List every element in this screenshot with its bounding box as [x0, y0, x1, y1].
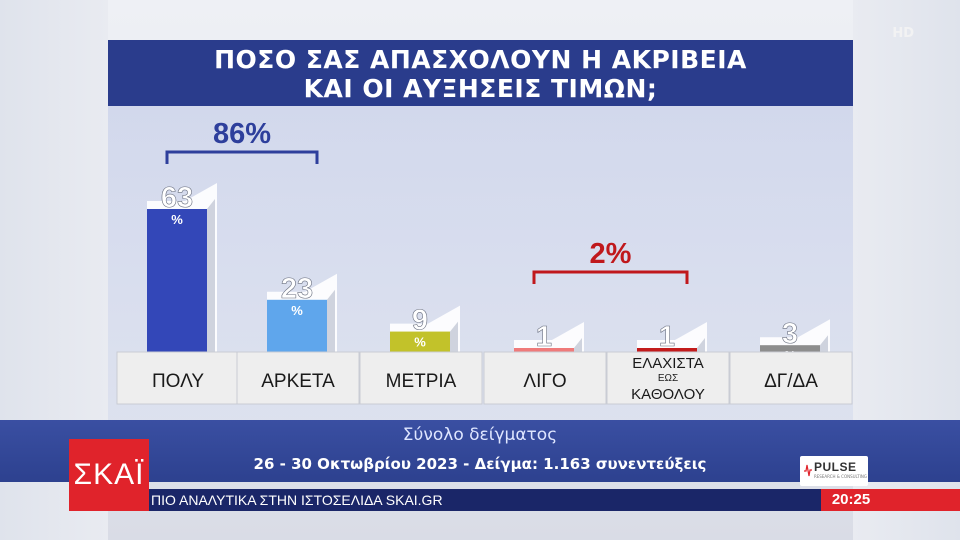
category-box [236, 351, 360, 405]
bar-side [450, 321, 458, 352]
group-total-label: 2% [590, 238, 632, 270]
category-label: ΠΟΛΥ [152, 371, 204, 392]
category-box [483, 351, 607, 405]
pollster-tagline: RESEARCH & CONSULTING [814, 474, 867, 479]
news-ticker: ΠΙΟ ΑΝΑΛΥΤΙΚΑ ΣΤΗΝ ΙΣΤΟΣΕΛΙΔΑ SKAI.GR [149, 489, 821, 511]
value-label: 23 [281, 273, 313, 305]
unit-label: % [414, 335, 426, 350]
category-label: ΚΑΘΟΛΟΥ [631, 386, 705, 403]
category-label: ΕΩΣ [658, 373, 678, 384]
bar [390, 331, 450, 352]
group-bracket [165, 150, 319, 164]
category-label: ΔΓ/ΔΑ [764, 371, 818, 392]
category-box [359, 351, 483, 405]
bar [514, 348, 574, 352]
category-label: ΜΕΤΡΙΑ [386, 371, 457, 392]
bar-side [820, 335, 828, 352]
footer-sample-info: 26 - 30 Οκτωβρίου 2023 - Δείγμα: 1.163 σ… [253, 455, 707, 473]
bar-side [697, 338, 705, 352]
category-label: ΛΙΓΟ [523, 371, 566, 392]
footer-subtitle: Σύνολο δείγματος [402, 425, 558, 445]
pulse-wave-icon [804, 464, 812, 477]
value-label: 9 [412, 305, 428, 337]
group-bracket [532, 270, 689, 284]
bar-side [327, 289, 335, 352]
bar-side [574, 338, 582, 352]
bar-side [207, 199, 215, 352]
hd-badge: HD [892, 26, 914, 41]
value-label: 1 [536, 321, 552, 353]
value-label: 63 [161, 182, 193, 214]
value-label: 3 [782, 318, 798, 350]
value-label: 1 [659, 321, 675, 353]
bar [760, 345, 820, 352]
channel-logo: ΣΚΑΪ [69, 439, 149, 511]
title-line-2: ΚΑΙ ΟΙ ΑΥΞΗΣΕΙΣ ΤΙΜΩΝ; [303, 74, 658, 103]
clock-bar-extension [881, 489, 960, 511]
bar-backdrop [637, 322, 707, 352]
category-label: ΑΡΚΕΤΑ [261, 371, 335, 392]
category-box [606, 351, 730, 405]
unit-label: % [291, 303, 303, 318]
bar-backdrop [514, 322, 584, 352]
group-total-label: 86% [213, 118, 271, 150]
title-line-1: ΠΟΣΟ ΣΑΣ ΑΠΑΣΧΟΛΟΥΝ Η ΑΚΡΙΒΕΙΑ [214, 45, 747, 74]
category-box [116, 351, 240, 405]
bar [637, 348, 697, 352]
bar [267, 299, 327, 352]
category-label: ΕΛΑΧΙΣΤΑ [632, 355, 704, 372]
unit-label: % [171, 212, 183, 227]
bar-backdrop [760, 319, 830, 352]
chart-title: ΠΟΣΟ ΣΑΣ ΑΠΑΣΧΟΛΟΥΝ Η ΑΚΡΙΒΕΙΑ ΚΑΙ ΟΙ ΑΥ… [108, 40, 853, 106]
pollster-logo: PULSE RESEARCH & CONSULTING [800, 456, 868, 486]
pollster-name: PULSE [814, 460, 857, 474]
bar [147, 209, 207, 352]
clock: 20:25 [821, 489, 881, 511]
category-box [729, 351, 853, 405]
